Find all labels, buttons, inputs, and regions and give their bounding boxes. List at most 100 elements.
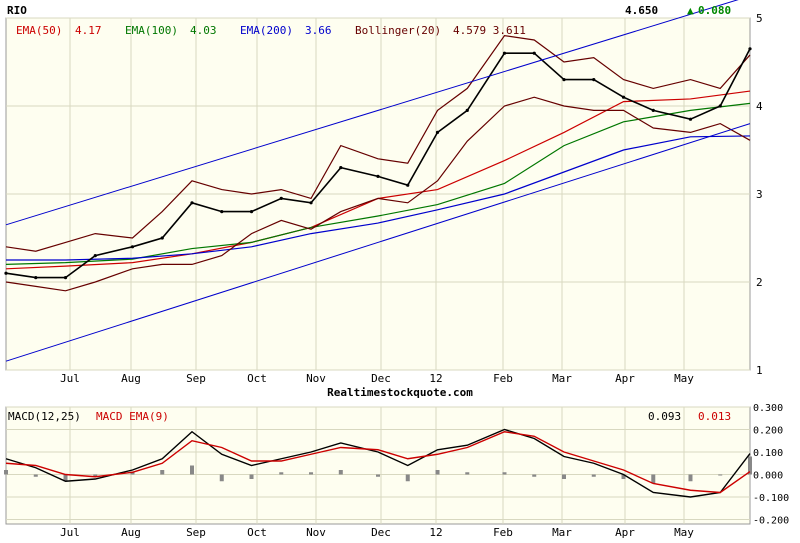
macd-line — [5, 428, 751, 498]
macd-histogram-bar — [190, 465, 194, 475]
x-tick-label: Apr — [615, 372, 635, 385]
site-watermark: Realtimestockquote.com — [327, 386, 473, 399]
price-point — [435, 130, 440, 134]
series-layer — [4, 0, 752, 498]
macd-histogram-bar — [748, 456, 752, 475]
macd-histogram-bar — [4, 470, 8, 475]
price-point — [748, 47, 752, 51]
channel-lower-line — [5, 123, 751, 362]
macd-y-tick-label: 0.300 — [753, 403, 783, 414]
macd-histogram-bar — [405, 474, 410, 482]
x-tick-label: Mar — [552, 372, 572, 385]
up-arrow-icon: ▲ — [687, 4, 694, 17]
macd-legend: MACD(12,25) MACD EMA(9) 0.093 0.013 — [8, 410, 731, 423]
macd-histogram-bar — [279, 472, 284, 475]
macd-histogram-bar — [219, 474, 224, 482]
main-legend: EMA(50) 4.17 EMA(100) 4.03 EMA(200) 3.66… — [16, 24, 526, 37]
macd-label: MACD(12,25) — [8, 410, 81, 423]
price-point — [562, 78, 566, 82]
y-tick-label: 1 — [756, 364, 763, 377]
macd-histogram-bar — [309, 472, 314, 475]
price-point — [339, 166, 343, 170]
price-point — [688, 117, 693, 121]
macd-histogram-bar — [718, 474, 723, 476]
price-point — [93, 254, 97, 258]
macd-x-tick-label: Dec — [371, 526, 391, 539]
price-point — [220, 210, 224, 214]
price-point — [160, 236, 164, 240]
x-tick-label: Feb — [493, 372, 513, 385]
macd-x-tick-label: Apr — [615, 526, 635, 539]
price-point — [376, 174, 380, 178]
price-point — [465, 108, 469, 112]
macd-y-tick-label: 0.100 — [753, 448, 783, 459]
macd-histogram-bar — [63, 474, 68, 482]
macd-histogram-bar — [376, 474, 380, 477]
price-point — [718, 104, 722, 108]
price-point — [249, 210, 254, 214]
x-tick-label: Nov — [306, 372, 326, 385]
macd-x-tick-label: Jul — [60, 526, 80, 539]
macd-histogram-bar — [591, 474, 596, 477]
ema100-line — [5, 102, 751, 265]
x-tick-label: Jul — [60, 372, 80, 385]
macd-ema-line — [5, 431, 751, 494]
x-tick-label: 12 — [429, 372, 442, 385]
legend-ema200-value: 3.66 — [305, 24, 332, 37]
macd-value: 0.093 — [648, 410, 681, 423]
price-point — [406, 183, 410, 187]
macd-histogram-bar — [338, 470, 343, 475]
macd-histogram-bar — [435, 470, 440, 475]
macd-x-tick-label: Feb — [493, 526, 513, 539]
macd-y-tick-label: -0.200 — [753, 516, 789, 527]
macd-ema-label: MACD EMA(9) — [96, 410, 169, 423]
macd-x-tick-label: Oct — [247, 526, 267, 539]
macd-ema-value: 0.013 — [698, 410, 731, 423]
price-point — [502, 51, 507, 55]
macd-y-tick-label: 0.000 — [753, 471, 783, 482]
price-point — [279, 196, 283, 200]
price-point — [651, 108, 655, 112]
price-point — [190, 201, 194, 205]
price-point — [592, 78, 596, 82]
macd-x-tick-label: Mar — [552, 526, 572, 539]
macd-y-tick-label: 0.200 — [753, 426, 783, 437]
macd-histogram-bar — [249, 474, 254, 479]
x-tick-label: Dec — [371, 372, 391, 385]
macd-histogram-bar — [130, 472, 135, 475]
legend-bollinger-value: 4.579 3.611 — [453, 24, 526, 37]
y-tick-label: 3 — [756, 188, 763, 201]
y-tick-label: 4 — [756, 100, 763, 113]
macd-histogram-bar — [502, 472, 507, 475]
macd-x-tick-label: Nov — [306, 526, 326, 539]
bollinger-upper-line — [5, 34, 751, 252]
price-point — [130, 245, 135, 249]
macd-x-tick-label: Aug — [121, 526, 141, 539]
legend-ema200-label: EMA(200) — [240, 24, 293, 37]
macd-histogram-bar — [562, 474, 566, 479]
macd-histogram-bar — [33, 474, 38, 477]
price-point — [63, 276, 68, 280]
x-tick-label: Sep — [186, 372, 206, 385]
x-tick-label: May — [674, 372, 694, 385]
price-point — [621, 95, 626, 99]
macd-x-tick-label: Sep — [186, 526, 206, 539]
last-price: 4.650 — [625, 4, 658, 17]
y-tick-label: 5 — [756, 12, 763, 25]
macd-histogram-bar — [93, 474, 98, 477]
price-change: 0.080 — [698, 4, 731, 17]
macd-histogram-bar — [688, 474, 693, 482]
macd-y-tick-label: -0.100 — [753, 493, 789, 504]
legend-ema50-value: 4.17 — [75, 24, 102, 37]
legend-ema100-value: 4.03 — [190, 24, 217, 37]
price-point — [532, 51, 536, 55]
macd-x-tick-label: 12 — [429, 526, 442, 539]
ticker-title: RIO — [7, 4, 27, 17]
macd-plot-area — [5, 406, 751, 525]
macd-histogram-bar — [160, 470, 165, 475]
macd-x-tick-label: May — [674, 526, 694, 539]
legend-ema50-label: EMA(50) — [16, 24, 62, 37]
macd-histogram-bar — [651, 474, 656, 484]
